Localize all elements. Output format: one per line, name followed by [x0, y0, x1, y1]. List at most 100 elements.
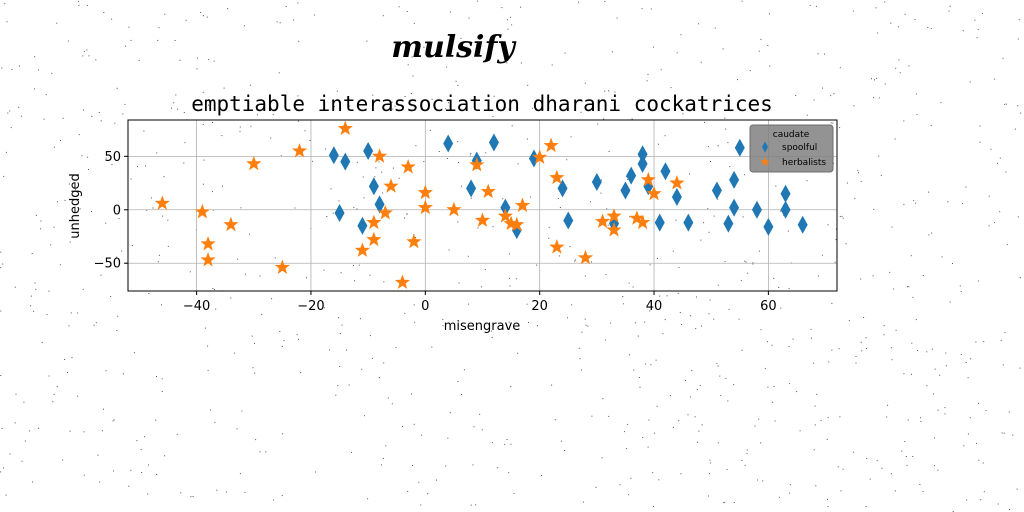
speckle-dot — [279, 331, 281, 332]
speckle-dot — [975, 341, 977, 343]
speckle-dot — [656, 405, 658, 407]
speckle-dot — [130, 178, 132, 180]
spoolful-point — [683, 213, 694, 232]
speckle-dot — [423, 161, 425, 162]
speckle-dot — [912, 296, 914, 298]
speckle-dot — [792, 338, 794, 340]
speckle-dot — [908, 286, 910, 288]
speckle-dot — [145, 165, 146, 167]
speckle-dot — [719, 375, 721, 377]
speckle-dot — [1012, 434, 1014, 436]
speckle-dot — [866, 458, 868, 459]
speckle-dot — [680, 473, 682, 475]
speckle-dot — [62, 117, 64, 119]
speckle-dot — [789, 484, 791, 486]
speckle-dot — [31, 253, 33, 255]
herbalists-point — [223, 216, 239, 232]
speckle-dot — [658, 143, 659, 145]
speckle-dot — [710, 161, 711, 162]
speckle-dot — [82, 55, 84, 57]
spoolful-point — [528, 149, 539, 168]
speckle-dot — [815, 485, 817, 487]
herbalists-point — [549, 169, 565, 185]
speckle-dot — [581, 369, 582, 371]
speckle-dot — [314, 14, 315, 16]
speckle-dot — [18, 106, 20, 108]
speckle-dot — [37, 427, 39, 429]
speckle-dot — [33, 310, 35, 312]
herbalists-point — [337, 120, 353, 136]
speckle-dot — [457, 381, 459, 382]
speckle-dot — [175, 94, 177, 96]
speckle-dot — [447, 102, 449, 104]
speckle-dot — [385, 445, 387, 447]
speckle-dot — [276, 21, 278, 23]
speckle-dot — [530, 196, 531, 198]
speckle-dot — [606, 208, 608, 210]
speckle-dot — [398, 177, 400, 179]
speckle-dot — [696, 388, 698, 390]
speckle-dot — [156, 376, 157, 377]
speckle-dot — [510, 443, 512, 445]
speckle-dot — [564, 450, 566, 451]
grid-lines — [128, 120, 837, 291]
speckle-dot — [442, 325, 444, 327]
speckle-dot — [822, 87, 823, 89]
speckle-dot — [227, 8, 229, 10]
speckle-dot — [477, 0, 479, 2]
speckle-dot — [820, 420, 822, 422]
speckle-dot — [179, 59, 181, 61]
speckle-dot — [506, 62, 508, 64]
spoolful-point — [660, 162, 671, 181]
speckle-dot — [717, 365, 719, 367]
speckle-dot — [37, 69, 39, 71]
speckle-dot — [356, 161, 358, 163]
speckle-dot — [527, 84, 529, 86]
speckle-dot — [161, 378, 163, 380]
herbalists-point — [646, 185, 662, 201]
spoolful-point — [466, 179, 477, 198]
speckle-dot — [192, 496, 194, 497]
plot-frame — [127, 119, 838, 292]
speckle-dot — [273, 499, 275, 501]
speckle-dot — [632, 286, 634, 288]
speckle-dot — [259, 451, 261, 453]
speckle-dot — [967, 433, 969, 435]
speckle-dot — [999, 157, 1001, 159]
speckle-dot — [406, 11, 408, 12]
speckle-dot — [580, 111, 582, 113]
speckle-dot — [780, 210, 782, 212]
speckle-dot — [1009, 509, 1011, 510]
x-tick-label: −20 — [297, 299, 324, 314]
speckle-dot — [167, 219, 169, 221]
speckle-dot — [86, 49, 88, 51]
speckle-dot — [68, 183, 70, 185]
speckle-dot — [41, 342, 43, 343]
herbalists-point — [634, 214, 651, 230]
speckle-dot — [122, 373, 124, 375]
speckle-dot — [24, 440, 26, 442]
speckle-dot — [910, 255, 912, 257]
speckle-dot — [15, 393, 17, 395]
speckle-dot — [52, 401, 54, 403]
speckle-dot — [768, 13, 770, 15]
speckle-dot — [329, 349, 331, 351]
spoolful-point — [671, 187, 682, 206]
speckle-dot — [827, 417, 829, 419]
speckle-dot — [709, 459, 711, 461]
speckle-dot — [653, 46, 654, 48]
speckle-dot — [56, 386, 58, 388]
speckle-dot — [353, 207, 355, 209]
speckle-dot — [737, 79, 738, 81]
speckle-dot — [423, 46, 425, 48]
speckle-dot — [167, 245, 169, 247]
speckle-dot — [990, 148, 992, 150]
speckle-dot — [254, 342, 255, 344]
speckle-dot — [83, 431, 85, 433]
spoolful-point — [734, 138, 745, 157]
herbalists-point — [246, 155, 262, 171]
speckle-dot — [249, 84, 251, 86]
speckle-dot — [272, 114, 274, 116]
speckle-dot — [147, 493, 149, 495]
herbalists-point — [354, 242, 371, 257]
